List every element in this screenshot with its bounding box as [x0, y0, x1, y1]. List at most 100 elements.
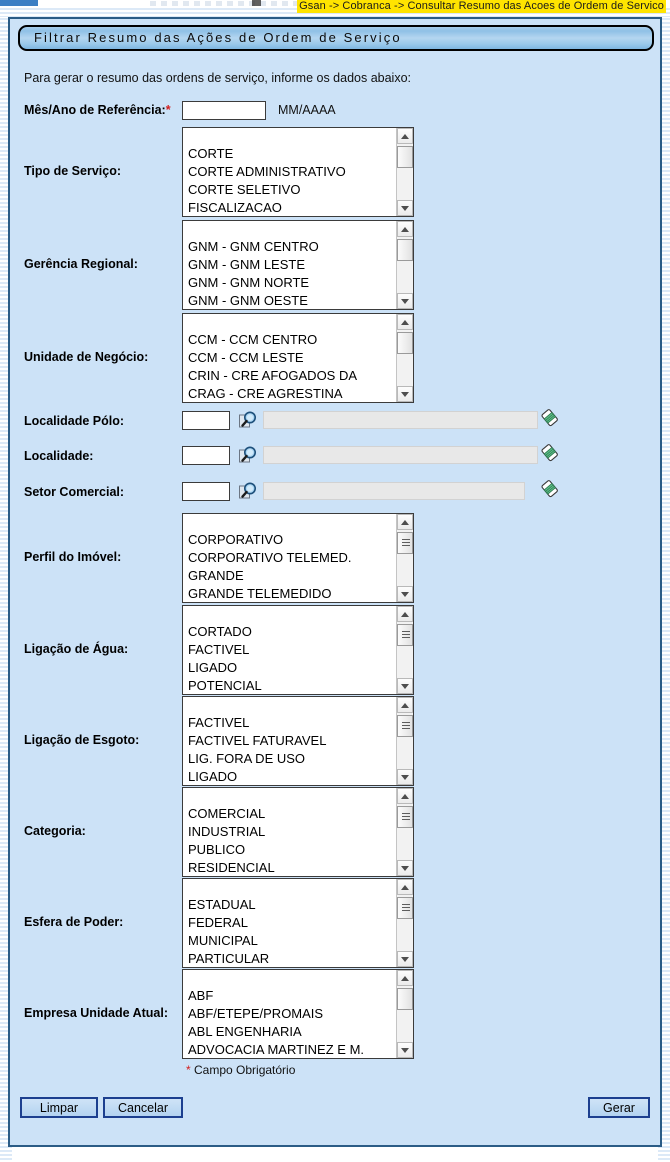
- scroll-up-icon[interactable]: [397, 514, 413, 530]
- list-item[interactable]: LIGADO: [188, 769, 238, 784]
- eraser-icon[interactable]: [541, 408, 559, 428]
- list-item[interactable]: CRAG - CRE AGRESTINA: [188, 386, 343, 401]
- scrollbar-thumb[interactable]: [397, 988, 413, 1010]
- list-item[interactable]: ABL ENGENHARIA: [188, 1024, 302, 1039]
- list-item[interactable]: CORTE: [188, 146, 234, 161]
- scroll-up-icon[interactable]: [397, 314, 413, 330]
- list-item[interactable]: GRANDE TELEMEDIDO: [188, 586, 332, 601]
- scrollbar-thumb[interactable]: [397, 532, 413, 554]
- browser-tab-indicator: [0, 0, 38, 6]
- scroll-up-icon[interactable]: [397, 879, 413, 895]
- scrollbar-thumb[interactable]: [397, 624, 413, 646]
- panel-title-bar: Filtrar Resumo das Ações de Ordem de Ser…: [18, 25, 654, 51]
- perfil-imovel-listbox[interactable]: CORPORATIVO CORPORATIVO TELEMED. GRANDE …: [182, 513, 414, 603]
- list-item[interactable]: GNM - GNM LESTE: [188, 257, 306, 272]
- list-item[interactable]: CORPORATIVO: [188, 532, 284, 547]
- list-item[interactable]: CORTADO: [188, 624, 252, 639]
- localidade-polo-input[interactable]: [182, 411, 230, 430]
- tipo-servico-listbox[interactable]: CORTE CORTE ADMINISTRATIVO CORTE SELETIV…: [182, 127, 414, 217]
- scroll-down-icon[interactable]: [397, 1042, 413, 1058]
- list-item[interactable]: CORTE ADMINISTRATIVO: [188, 164, 346, 179]
- list-item[interactable]: ADVOCACIA MARTINEZ E M.: [188, 1042, 365, 1057]
- list-item[interactable]: POTENCIAL: [188, 678, 262, 693]
- scrollbar-thumb[interactable]: [397, 806, 413, 828]
- list-item[interactable]: FACTIVEL: [188, 642, 250, 657]
- unidade-negocio-scrollbar[interactable]: [396, 314, 413, 402]
- scroll-up-icon[interactable]: [397, 788, 413, 804]
- scroll-down-icon[interactable]: [397, 951, 413, 967]
- mes-ano-input[interactable]: [182, 101, 266, 120]
- esfera-poder-scrollbar[interactable]: [396, 879, 413, 967]
- list-item[interactable]: FACTIVEL: [188, 715, 250, 730]
- scroll-down-icon[interactable]: [397, 586, 413, 602]
- toolbar-remnant: [150, 1, 350, 6]
- list-item[interactable]: MUNICIPAL: [188, 933, 258, 948]
- eraser-icon[interactable]: [541, 443, 559, 463]
- gerar-button[interactable]: Gerar: [588, 1097, 650, 1118]
- ligacao-esgoto-scrollbar[interactable]: [396, 697, 413, 785]
- empresa-unidade-atual-scrollbar[interactable]: [396, 970, 413, 1058]
- esfera-poder-listbox[interactable]: ESTADUAL FEDERAL MUNICIPAL PARTICULAR: [182, 878, 414, 968]
- list-item[interactable]: FISCALIZACAO: [188, 200, 282, 215]
- list-item[interactable]: CORPORATIVO TELEMED.: [188, 550, 352, 565]
- list-item[interactable]: FEDERAL: [188, 915, 248, 930]
- scroll-down-icon[interactable]: [397, 769, 413, 785]
- search-icon[interactable]: [238, 481, 258, 501]
- perfil-imovel-scrollbar[interactable]: [396, 514, 413, 602]
- scroll-down-icon[interactable]: [397, 293, 413, 309]
- search-icon[interactable]: [238, 410, 258, 430]
- scrollbar-thumb[interactable]: [397, 715, 413, 737]
- list-item[interactable]: ABF/ETEPE/PROMAIS: [188, 1006, 324, 1021]
- unidade-negocio-options: CCM - CCM CENTRO CCM - CCM LESTE CRIN - …: [183, 314, 396, 402]
- list-item[interactable]: CCM - CCM CENTRO: [188, 332, 318, 347]
- ligacao-agua-scrollbar[interactable]: [396, 606, 413, 694]
- list-item[interactable]: GNM - GNM CENTRO: [188, 239, 319, 254]
- list-item[interactable]: GNM - GNM NORTE: [188, 275, 310, 290]
- scrollbar-thumb[interactable]: [397, 332, 413, 354]
- categoria-listbox[interactable]: COMERCIAL INDUSTRIAL PUBLICO RESIDENCIAL: [182, 787, 414, 877]
- scroll-up-icon[interactable]: [397, 128, 413, 144]
- list-item[interactable]: CRIN - CRE AFOGADOS DA: [188, 368, 358, 383]
- limpar-button[interactable]: Limpar: [20, 1097, 98, 1118]
- list-item[interactable]: LIG. FORA DE USO: [188, 751, 306, 766]
- scroll-down-icon[interactable]: [397, 386, 413, 402]
- list-item[interactable]: FACTIVEL FATURAVEL: [188, 733, 327, 748]
- list-item[interactable]: ESTADUAL: [188, 897, 256, 912]
- ligacao-agua-listbox[interactable]: CORTADO FACTIVEL LIGADO POTENCIAL: [182, 605, 414, 695]
- scrollbar-thumb[interactable]: [397, 897, 413, 919]
- empresa-unidade-atual-listbox[interactable]: ABF ABF/ETEPE/PROMAIS ABL ENGENHARIA ADV…: [182, 969, 414, 1059]
- list-item[interactable]: GRANDE: [188, 568, 244, 583]
- list-item[interactable]: ABF: [188, 988, 214, 1003]
- scroll-up-icon[interactable]: [397, 697, 413, 713]
- list-item[interactable]: RESIDENCIAL: [188, 860, 275, 875]
- list-item[interactable]: PUBLICO: [188, 842, 246, 857]
- unidade-negocio-listbox[interactable]: CCM - CCM CENTRO CCM - CCM LESTE CRIN - …: [182, 313, 414, 403]
- scroll-down-icon[interactable]: [397, 200, 413, 216]
- scroll-up-icon[interactable]: [397, 606, 413, 622]
- ligacao-esgoto-listbox[interactable]: FACTIVEL FACTIVEL FATURAVEL LIG. FORA DE…: [182, 696, 414, 786]
- scrollbar-thumb[interactable]: [397, 146, 413, 168]
- list-item[interactable]: PARTICULAR: [188, 951, 270, 966]
- list-item[interactable]: CCM - CCM LESTE: [188, 350, 304, 365]
- list-item[interactable]: CORTE SELETIVO: [188, 182, 301, 197]
- gerencia-regional-scrollbar[interactable]: [396, 221, 413, 309]
- list-item[interactable]: GNM - GNM OESTE: [188, 293, 308, 308]
- localidade-input[interactable]: [182, 446, 230, 465]
- setor-comercial-input[interactable]: [182, 482, 230, 501]
- categoria-scrollbar[interactable]: [396, 788, 413, 876]
- eraser-icon[interactable]: [541, 479, 559, 499]
- gerencia-regional-listbox[interactable]: GNM - GNM CENTRO GNM - GNM LESTE GNM - G…: [182, 220, 414, 310]
- label-localidade: Localidade:: [24, 449, 94, 463]
- scroll-up-icon[interactable]: [397, 970, 413, 986]
- scroll-up-icon[interactable]: [397, 221, 413, 237]
- scrollbar-thumb[interactable]: [397, 239, 413, 261]
- list-item[interactable]: LIGADO: [188, 660, 238, 675]
- cancelar-button[interactable]: Cancelar: [103, 1097, 183, 1118]
- list-item[interactable]: INDUSTRIAL: [188, 824, 266, 839]
- scroll-down-icon[interactable]: [397, 678, 413, 694]
- list-item[interactable]: COMERCIAL: [188, 806, 266, 821]
- tipo-servico-scrollbar[interactable]: [396, 128, 413, 216]
- scroll-down-icon[interactable]: [397, 860, 413, 876]
- search-icon[interactable]: [238, 445, 258, 465]
